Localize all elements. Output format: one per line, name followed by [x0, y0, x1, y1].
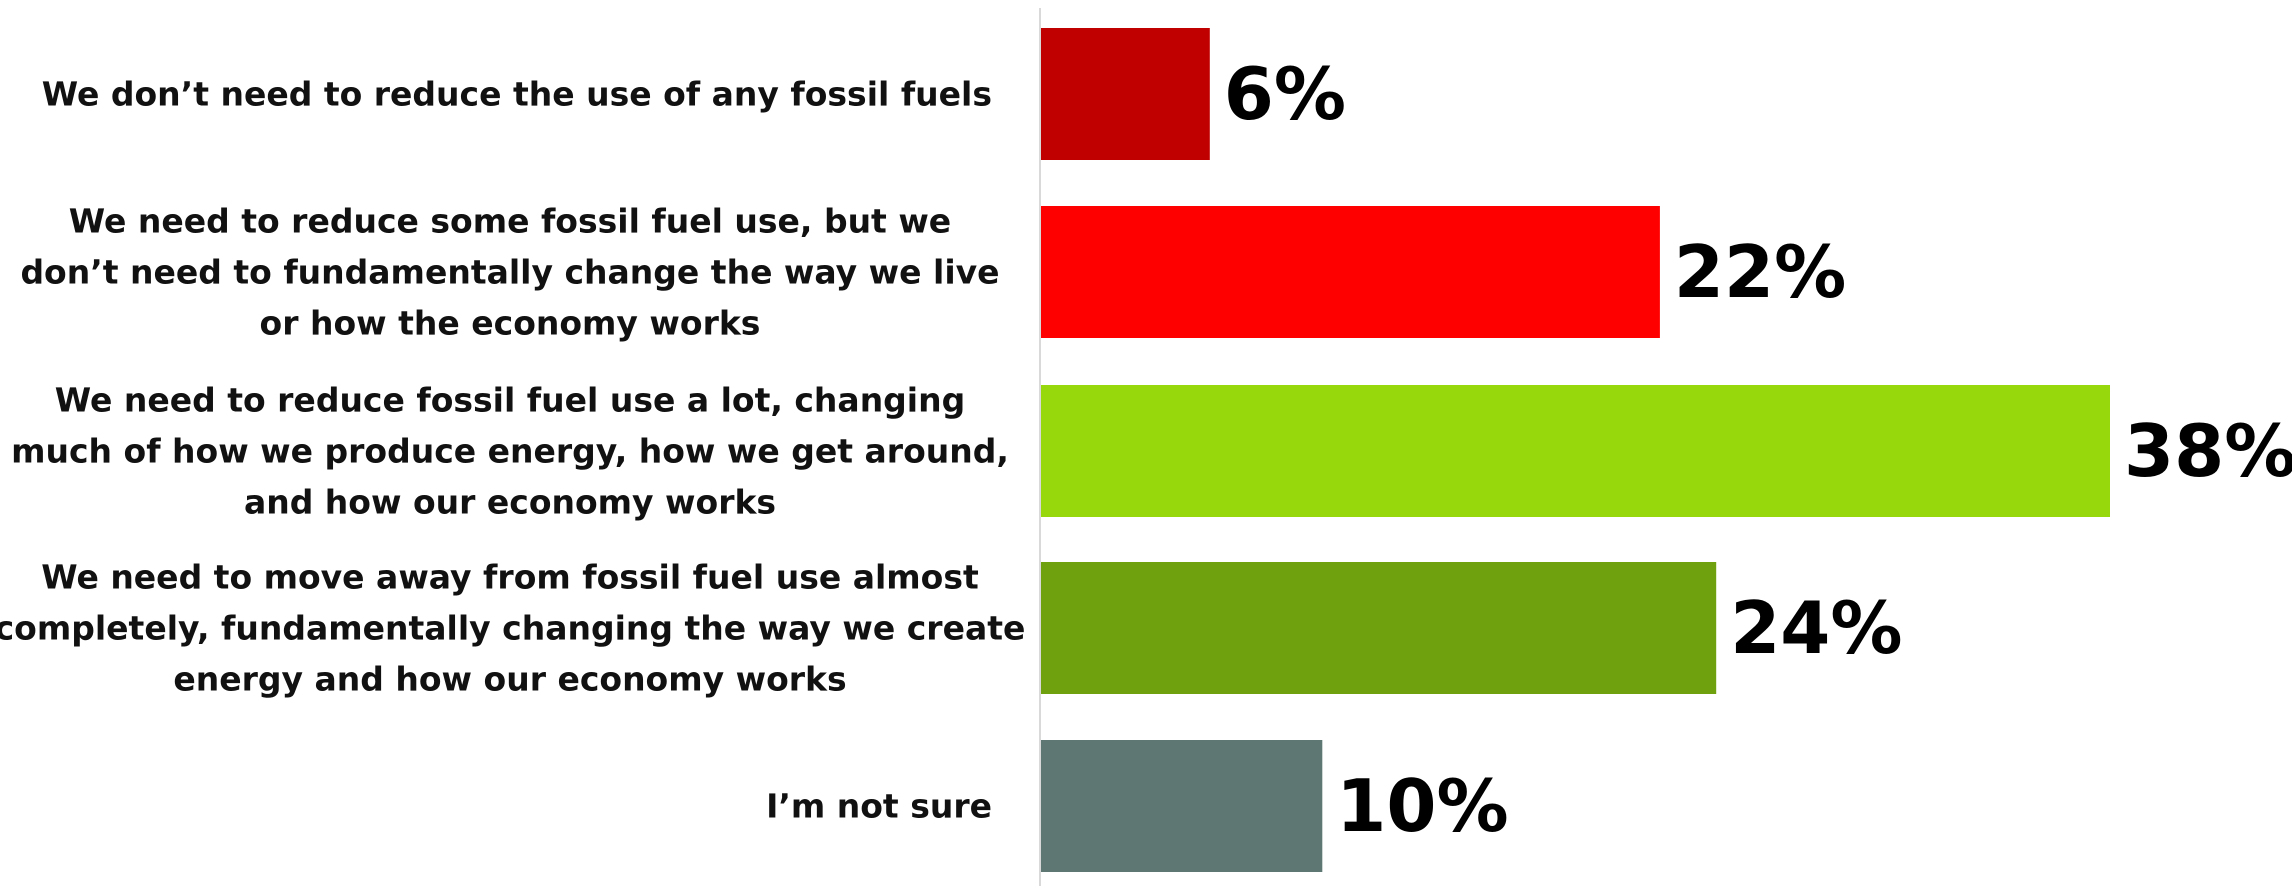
data-labels-group: 6% 22% 38% 24% 10% — [1224, 52, 2292, 848]
category-label-1: We don’t need to reduce the use of any f… — [42, 75, 992, 114]
category-label-2: We need to reduce some fossil fuel use, … — [20, 202, 999, 343]
bar-2 — [1041, 206, 1660, 338]
data-label-1: 6% — [1224, 52, 1346, 136]
category-label-4: We need to move away from fossil fuel us… — [0, 558, 1025, 699]
bars-group — [1041, 28, 2110, 872]
data-label-4: 24% — [1730, 586, 1902, 670]
data-label-3: 38% — [2124, 409, 2292, 493]
bar-1 — [1041, 28, 1210, 160]
category-label-5: I’m not sure — [766, 787, 992, 826]
bar-3 — [1041, 385, 2110, 517]
bar-5 — [1041, 740, 1323, 872]
category-labels-group: We don’t need to reduce the use of any f… — [0, 75, 1025, 826]
category-label-3: We need to reduce fossil fuel use a lot,… — [11, 381, 1009, 522]
data-label-2: 22% — [1674, 230, 1846, 314]
bar-4 — [1041, 562, 1717, 694]
data-label-5: 10% — [1336, 764, 1508, 848]
